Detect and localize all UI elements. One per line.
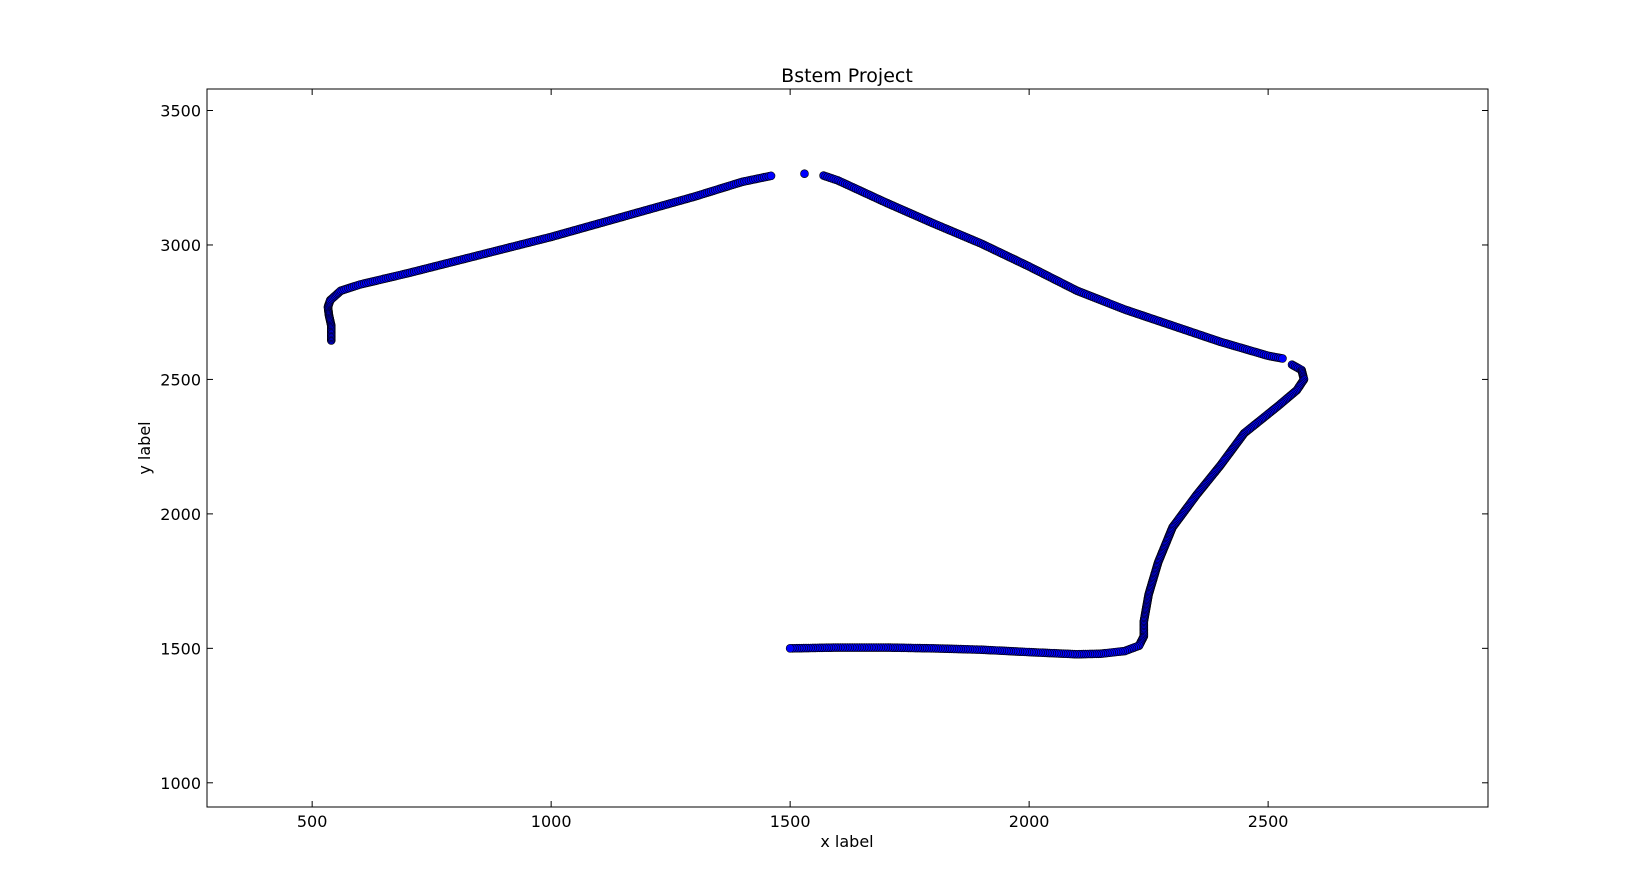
- y-tick-label: 2000: [160, 505, 201, 524]
- x-axis-title: x label: [820, 832, 873, 851]
- chart-title: Bstem Project: [781, 65, 913, 87]
- tick-layer: 500 1000 1500 2000 2500 1000 1500 2000 2500 3000 3…: [160, 89, 1488, 831]
- data-point: [766, 171, 776, 181]
- data-point: [800, 169, 809, 179]
- y-axis-title: y label: [135, 421, 154, 474]
- x-tick-label: 500: [297, 812, 328, 831]
- marker-layer: [323, 169, 1309, 659]
- y-tick-label: 3500: [160, 102, 201, 121]
- data-point: [785, 644, 795, 653]
- y-tick-label: 3000: [160, 236, 201, 255]
- x-tick-label: 1500: [770, 812, 811, 831]
- y-tick-label: 2500: [160, 370, 201, 389]
- x-tick-label: 2500: [1248, 812, 1289, 831]
- y-tick-label: 1500: [160, 639, 201, 658]
- plot-frame: [206, 88, 1489, 808]
- data-point: [1278, 354, 1287, 363]
- x-tick-label: 2000: [1009, 812, 1050, 831]
- y-tick-label: 1000: [160, 774, 201, 793]
- x-tick-label: 1000: [531, 812, 572, 831]
